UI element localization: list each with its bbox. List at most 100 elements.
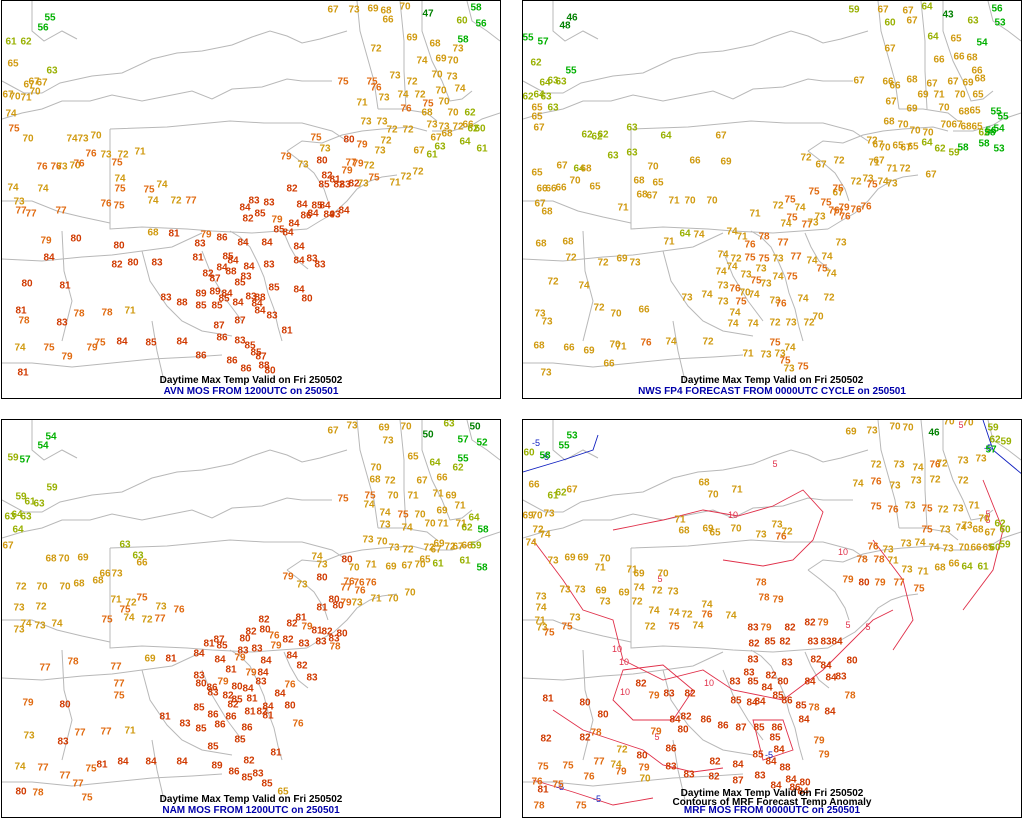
station-temp: 66 — [970, 543, 982, 554]
station-temp: 68 — [580, 164, 592, 175]
station-temp: 78 — [856, 555, 868, 566]
station-temp: 84 — [293, 285, 305, 296]
station-temp: 74 — [772, 272, 784, 283]
state-boundary — [31, 420, 78, 461]
station-temp: 82 — [111, 260, 123, 271]
station-temp: 53 — [566, 431, 578, 442]
state-boundary — [920, 1, 928, 110]
station-temp: 70 — [909, 126, 921, 137]
station-temp: 72 — [593, 303, 605, 314]
state-boundary — [109, 120, 348, 142]
state-boundary — [31, 1, 78, 42]
station-temp: 76 — [353, 578, 365, 589]
station-temp: 67 — [430, 545, 442, 556]
station-temp: 73 — [319, 144, 331, 155]
station-temp: 57 — [19, 455, 31, 466]
station-temp: 67 — [884, 44, 896, 55]
station-temp: 75 — [797, 362, 809, 373]
station-temp: 72 — [769, 318, 781, 329]
station-temp: 72 — [702, 337, 714, 348]
station-temp: 78 — [808, 703, 820, 714]
station-temp: 84 — [176, 757, 188, 768]
station-temp: 74 — [701, 290, 713, 301]
station-temp: 69 — [906, 104, 918, 115]
station-temp: 84 — [221, 289, 233, 300]
station-temp: 83 — [306, 254, 318, 265]
state-boundary — [722, 250, 764, 322]
station-temp: 63 — [626, 123, 638, 134]
state-boundary — [2, 354, 223, 368]
station-temp: 69 — [917, 90, 929, 101]
station-temp: 71 — [868, 158, 880, 169]
station-temp: 71 — [968, 501, 980, 512]
station-temp: 82 — [804, 618, 816, 629]
station-temp: 80 — [677, 725, 689, 736]
station-temp: 63 — [434, 142, 446, 153]
station-temp: 79 — [874, 578, 886, 589]
station-temp: 75 — [561, 622, 573, 633]
station-temp: 63 — [555, 77, 567, 88]
station-temp: 62 — [20, 37, 32, 48]
station-temp: 64 — [927, 32, 939, 43]
station-temp: 84 — [262, 702, 274, 713]
station-temp: 79 — [838, 203, 850, 214]
station-temp: 77 — [37, 763, 49, 774]
station-temp: 54 — [993, 124, 1005, 135]
station-temp: 72 — [772, 201, 784, 212]
state-boundary — [151, 320, 165, 382]
station-temp: 72 — [363, 161, 375, 172]
state-boundary — [286, 150, 329, 202]
contour-label: -5 — [593, 794, 601, 804]
state-boundary — [283, 232, 309, 270]
station-temp: 70 — [958, 543, 970, 554]
state-boundary — [877, 1, 900, 110]
station-temp: 80 — [332, 601, 344, 612]
station-temp: 74 — [693, 230, 705, 241]
station-temp: 70 — [599, 554, 611, 565]
station-temp: 62 — [597, 130, 609, 141]
station-temp: 72 — [833, 156, 845, 167]
station-temp: 63 — [967, 16, 979, 27]
station-temp: 75 — [114, 184, 126, 195]
station-temp: 80 — [636, 751, 648, 762]
station-temp: 81 — [244, 707, 256, 718]
station-temp: 61 — [432, 559, 444, 570]
station-temp: 84 — [296, 200, 308, 211]
station-temp: 77 — [340, 583, 352, 594]
station-temp: 71 — [626, 565, 638, 576]
station-temp: 70 — [22, 134, 34, 145]
station-temp: 58 — [539, 451, 551, 462]
station-temp: 70 — [414, 510, 426, 521]
station-temp: 73 — [866, 426, 878, 437]
station-temp: 82 — [333, 180, 345, 191]
station-temp: 60 — [884, 18, 896, 29]
station-temp: 71 — [736, 232, 748, 243]
station-temp: 67 — [815, 160, 827, 171]
station-temp: 82 — [708, 772, 720, 783]
station-temp: 46 — [566, 13, 578, 24]
station-temp: 72 — [117, 150, 129, 161]
station-temp: 73 — [910, 476, 922, 487]
station-temp: 76 — [400, 104, 412, 115]
station-temp: 59 — [987, 423, 999, 434]
station-temp: 77 — [59, 771, 71, 782]
station-temp: 85 — [195, 724, 207, 735]
station-temp: 86 — [717, 721, 729, 732]
station-temp: 70 — [531, 511, 543, 522]
station-temp: 68 — [966, 53, 978, 64]
station-temp: 86 — [226, 356, 238, 367]
station-temp: 64 — [539, 78, 551, 89]
station-temp: 82 — [540, 734, 552, 745]
state-boundary — [877, 420, 900, 529]
station-temp: 73 — [900, 539, 912, 550]
station-temp: 65 — [7, 59, 19, 70]
station-temp: 81 — [246, 694, 258, 705]
station-temp: 80 — [316, 573, 328, 584]
state-boundary — [750, 649, 804, 761]
station-temp: 79 — [234, 653, 246, 664]
station-temp: 80 — [264, 366, 276, 377]
station-temp: 71 — [886, 164, 898, 175]
station-temp: 74 — [66, 134, 78, 145]
station-temp: 83 — [315, 637, 327, 648]
state-boundary — [399, 420, 407, 529]
